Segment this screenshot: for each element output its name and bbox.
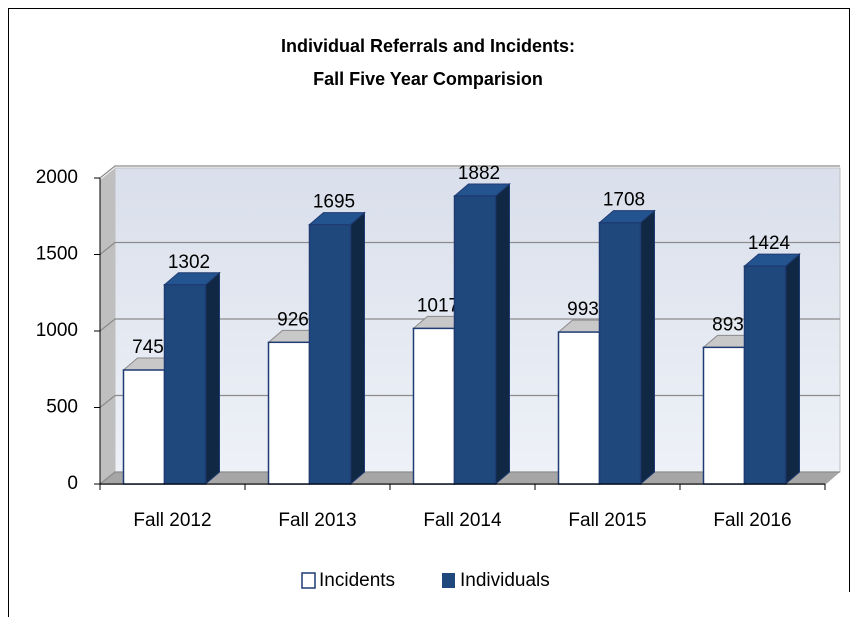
data-label: 993 [567, 299, 599, 320]
bar [122, 369, 166, 485]
frame [8, 8, 850, 617]
data-label: 1424 [748, 233, 791, 254]
legend-label: Incidents [319, 570, 395, 591]
bar [163, 284, 207, 485]
legend-swatch [301, 572, 316, 589]
data-label: 1302 [168, 252, 210, 273]
data-label: 1695 [313, 192, 355, 213]
bar [308, 223, 352, 485]
data-label: 926 [277, 309, 309, 330]
legend-swatch [442, 573, 455, 588]
data-label: 1882 [458, 163, 500, 184]
bar [557, 331, 601, 485]
grid-line [99, 241, 840, 256]
y-tick-label: 1000 [36, 320, 78, 341]
y-tick-label: 500 [46, 397, 78, 418]
x-tick-label: Fall 2014 [423, 510, 502, 531]
x-tick-label: Fall 2013 [278, 510, 356, 531]
legend: Incidents Individuals [301, 570, 550, 591]
bar [412, 327, 456, 485]
x-tick-label: Fall 2012 [133, 510, 211, 531]
bar-side [785, 253, 800, 486]
x-tick-label: Fall 2016 [713, 510, 791, 531]
bar-side [205, 271, 220, 486]
data-label: 1708 [603, 190, 645, 211]
bar-side [495, 182, 510, 486]
x-tick-label: Fall 2015 [568, 510, 646, 531]
grid-line [99, 318, 840, 332]
bar [702, 346, 746, 485]
bar [743, 265, 787, 485]
side-wall [100, 168, 115, 485]
y-tick-label: 0 [67, 473, 78, 494]
bar-side [350, 211, 365, 486]
data-label: 745 [132, 337, 164, 358]
bar [598, 221, 642, 485]
data-label: 893 [712, 314, 744, 335]
chart-title: Individual Referrals and Incidents: [281, 36, 575, 56]
bar [267, 341, 311, 485]
grid-line [99, 165, 840, 179]
legend-label: Individuals [460, 570, 550, 591]
y-tick-label: 1500 [36, 244, 78, 265]
chart-title: Fall Five Year Comparision [313, 69, 543, 89]
bar-side [640, 209, 655, 486]
y-tick-label: 2000 [36, 167, 78, 188]
data-label: 1017 [417, 295, 459, 316]
bar [453, 195, 497, 485]
